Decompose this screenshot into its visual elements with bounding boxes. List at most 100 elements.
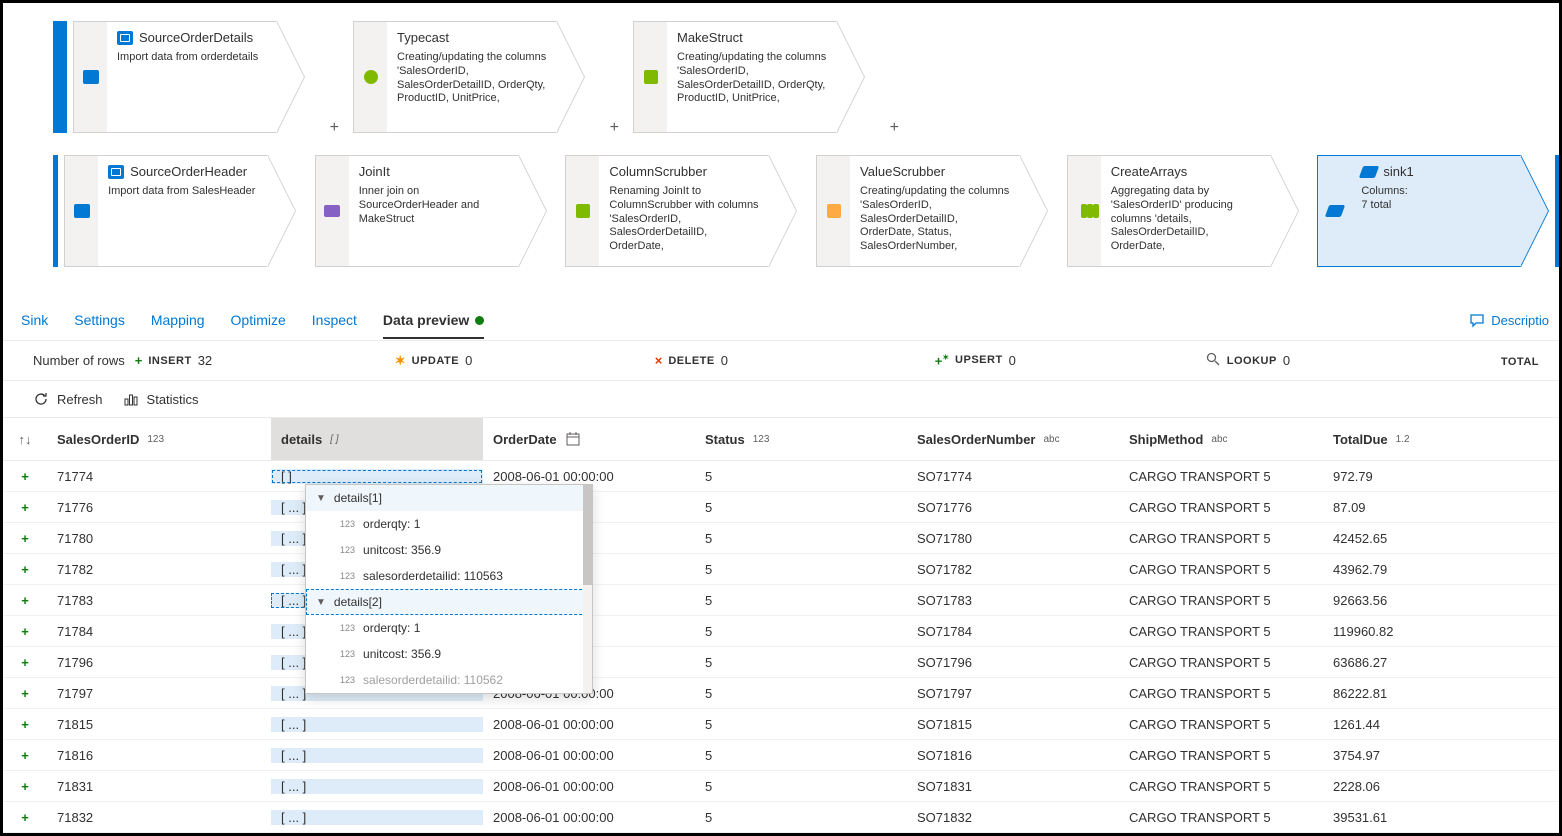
flow-node[interactable]: SourceOrderDetailsImport data from order… <box>73 21 307 133</box>
chevron-down-icon: ▼ <box>316 597 326 608</box>
table-row[interactable]: +71780[ ... ]00:005SO71780CARGO TRANSPOR… <box>3 523 1559 554</box>
table-row[interactable]: +71774[ ]2008-06-01 00:00:005SO71774CARG… <box>3 461 1559 492</box>
col-status[interactable]: Status123 <box>695 418 907 460</box>
cell-orderdate: 2008-06-01 00:00:00 <box>483 779 695 794</box>
popover-field: 123orderqty: 1 <box>306 511 592 537</box>
col-salesorderid[interactable]: SalesOrderID123 <box>47 418 271 460</box>
add-step-button[interactable]: + <box>330 119 339 137</box>
flow-node[interactable]: sink1Columns:7 total+ <box>1317 155 1551 267</box>
refresh-button[interactable]: Refresh <box>33 391 103 407</box>
flow-node[interactable]: TypecastCreating/updating the columns 'S… <box>353 21 587 133</box>
cell-totaldue: 119960.82 <box>1323 624 1503 639</box>
popover-header[interactable]: ▼ details[2] <box>306 589 592 615</box>
cell-status: 5 <box>695 717 907 732</box>
col-salesordernumber[interactable]: SalesOrderNumberabc <box>907 418 1119 460</box>
cell-shipmethod: CARGO TRANSPORT 5 <box>1119 810 1323 825</box>
flow-row-handle[interactable] <box>53 155 58 267</box>
node-desc: Creating/updating the columns 'SalesOrde… <box>397 51 547 106</box>
cell-salesordernumber: SO71783 <box>907 593 1119 608</box>
statistics-button[interactable]: Statistics <box>123 391 199 407</box>
x-icon: × <box>655 353 663 368</box>
table-row[interactable]: +71831[ ... ]2008-06-01 00:00:005SO71831… <box>3 771 1559 802</box>
node-badge <box>1067 155 1101 267</box>
cell-details[interactable]: [ ] <box>271 469 483 484</box>
cell-status: 5 <box>695 810 907 825</box>
table-row[interactable]: +71796[ ... ]00:005SO71796CARGO TRANSPOR… <box>3 647 1559 678</box>
cell-details[interactable]: [ ... ] <box>271 810 483 825</box>
type-icon: 123 <box>340 545 355 555</box>
flow-node[interactable]: ColumnScrubberRenaming JoinIt to ColumnS… <box>565 155 799 267</box>
status-dot-icon <box>475 316 484 325</box>
total-label: TOTAL <box>1501 356 1539 368</box>
table-row[interactable]: +71784[ ... ]00:005SO71784CARGO TRANSPOR… <box>3 616 1559 647</box>
cell-details[interactable]: [ ... ] <box>271 717 483 732</box>
col-shipmethod[interactable]: ShipMethodabc <box>1119 418 1323 460</box>
type-icon: 123 <box>340 649 355 659</box>
table-row[interactable]: +71776[ ... ]00:005SO71776CARGO TRANSPOR… <box>3 492 1559 523</box>
cell-totaldue: 42452.65 <box>1323 531 1503 546</box>
tab-inspect[interactable]: Inspect <box>312 303 357 339</box>
preview-toolbar: Refresh Statistics <box>3 381 1559 417</box>
row-marker: + <box>3 686 47 701</box>
flow-node[interactable]: ValueScrubberCreating/updating the colum… <box>816 155 1050 267</box>
cell-shipmethod: CARGO TRANSPORT 5 <box>1119 500 1323 515</box>
node-title: ValueScrubber <box>860 164 1010 179</box>
cell-salesorderid: 71784 <box>47 624 271 639</box>
tab-data-preview[interactable]: Data preview <box>383 303 484 339</box>
flow-node[interactable]: SourceOrderHeaderImport data from SalesH… <box>64 155 298 267</box>
stat-update: ✶ UPDATE 0 <box>395 353 655 369</box>
upsert-icon: +✶ <box>935 353 949 368</box>
cell-details[interactable]: [ ... ] <box>271 748 483 763</box>
cell-status: 5 <box>695 500 907 515</box>
cell-status: 5 <box>695 779 907 794</box>
sort-column[interactable]: ↑↓ <box>3 418 47 460</box>
cell-orderdate: 2008-06-01 00:00:00 <box>483 748 695 763</box>
flow-node[interactable]: MakeStructCreating/updating the columns … <box>633 21 867 133</box>
tab-optimize[interactable]: Optimize <box>231 303 286 339</box>
node-title: MakeStruct <box>677 30 827 45</box>
dataflow-canvas[interactable]: SourceOrderDetailsImport data from order… <box>3 3 1559 301</box>
row-marker: + <box>3 779 47 794</box>
node-desc: Inner join on SourceOrderHeader and Make… <box>359 185 509 226</box>
node-title: sink1 <box>1361 164 1511 179</box>
col-orderdate[interactable]: OrderDate <box>483 418 695 460</box>
node-badge <box>633 21 667 133</box>
cell-details[interactable]: [ ... ] <box>271 779 483 794</box>
table-row[interactable]: +71797[ ... ]2008-06-01 00:00:005SO71797… <box>3 678 1559 709</box>
plus-icon: + <box>135 353 143 368</box>
tab-mapping[interactable]: Mapping <box>151 303 205 339</box>
node-desc: Import data from SalesHeader <box>108 185 258 199</box>
table-row[interactable]: +71782[ ... ]00:005SO71782CARGO TRANSPOR… <box>3 554 1559 585</box>
popover-field: 123salesorderdetailid: 110562 <box>306 667 592 693</box>
cell-salesorderid: 71783 <box>47 593 271 608</box>
table-row[interactable]: +71815[ ... ]2008-06-01 00:00:005SO71815… <box>3 709 1559 740</box>
tab-settings[interactable]: Settings <box>74 303 125 339</box>
col-details[interactable]: details[ ] <box>271 418 483 460</box>
popover-header[interactable]: ▼ details[1] <box>306 485 592 511</box>
row-marker: + <box>3 624 47 639</box>
flow-row-handle[interactable] <box>53 21 67 133</box>
description-link[interactable]: Descriptio <box>1469 313 1549 329</box>
node-desc: Columns:7 total <box>1361 185 1511 213</box>
table-row[interactable]: +71816[ ... ]2008-06-01 00:00:005SO71816… <box>3 740 1559 771</box>
cell-shipmethod: CARGO TRANSPORT 5 <box>1119 469 1323 484</box>
add-step-button[interactable]: + <box>610 119 619 137</box>
table-row[interactable]: +71832[ ... ]2008-06-01 00:00:005SO71832… <box>3 802 1559 833</box>
cell-totaldue: 1261.44 <box>1323 717 1503 732</box>
cell-salesorderid: 71797 <box>47 686 271 701</box>
details-popover[interactable]: ▼ details[1] 123orderqty: 1123unitcost: … <box>305 484 593 694</box>
col-totaldue[interactable]: TotalDue1.2 <box>1323 418 1503 460</box>
add-step-button[interactable]: + <box>890 119 899 137</box>
node-badge <box>64 155 98 267</box>
tab-sink[interactable]: Sink <box>21 303 48 339</box>
cell-salesordernumber: SO71816 <box>907 748 1119 763</box>
flow-node[interactable]: CreateArraysAggregating data by 'SalesOr… <box>1067 155 1301 267</box>
flow-end-handle[interactable] <box>1555 155 1559 267</box>
table-row[interactable]: +71783[ ... ]00:005SO71783CARGO TRANSPOR… <box>3 585 1559 616</box>
stat-insert: + INSERT 32 <box>135 353 395 368</box>
flow-node[interactable]: JoinItInner join on SourceOrderHeader an… <box>315 155 549 267</box>
node-badge <box>565 155 599 267</box>
row-stats-bar: Number of rows + INSERT 32 ✶ UPDATE 0 × … <box>3 341 1559 381</box>
scrollbar[interactable] <box>583 485 592 693</box>
cell-orderdate: 2008-06-01 00:00:00 <box>483 469 695 484</box>
